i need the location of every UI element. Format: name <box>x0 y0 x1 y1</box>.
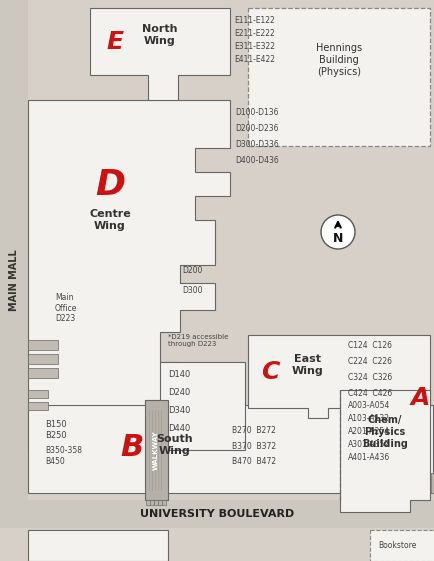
Text: D200: D200 <box>181 265 202 274</box>
Text: N: N <box>332 232 342 245</box>
Bar <box>0 0 28 561</box>
Bar <box>150 500 154 505</box>
Text: E311-E322: E311-E322 <box>233 42 274 50</box>
Text: D: D <box>95 168 125 202</box>
Text: D340: D340 <box>168 406 190 415</box>
Text: B270  B272: B270 B272 <box>231 425 275 435</box>
Text: UNIVERSITY BOULEVARD: UNIVERSITY BOULEVARD <box>140 509 293 519</box>
Text: D300-D336: D300-D336 <box>234 140 278 149</box>
Polygon shape <box>247 335 429 418</box>
Text: A201-A254: A201-A254 <box>347 426 389 435</box>
Bar <box>28 405 432 493</box>
Polygon shape <box>28 100 230 450</box>
Bar <box>28 340 58 350</box>
Bar <box>28 530 168 561</box>
Text: B370  B372: B370 B372 <box>231 442 276 450</box>
Text: Chem/
Physics
Building: Chem/ Physics Building <box>361 415 407 449</box>
Polygon shape <box>90 8 230 100</box>
Text: A: A <box>409 386 429 410</box>
Text: D440: D440 <box>168 424 190 433</box>
Text: *D219 accessible
through D223: *D219 accessible through D223 <box>168 333 228 347</box>
Text: C424  C426: C424 C426 <box>347 389 391 398</box>
Text: A401-A436: A401-A436 <box>347 453 389 462</box>
Text: East
Wing: East Wing <box>292 354 323 376</box>
Text: C: C <box>260 360 279 384</box>
Text: E111-E122: E111-E122 <box>233 16 274 25</box>
Text: D100-D136: D100-D136 <box>234 108 278 117</box>
Bar <box>0 528 434 561</box>
Text: C124  C126: C124 C126 <box>347 341 391 350</box>
Bar <box>0 500 434 528</box>
Bar <box>369 530 434 561</box>
Text: E411-E422: E411-E422 <box>233 54 274 63</box>
Bar <box>247 8 429 146</box>
Bar <box>426 473 429 493</box>
Bar <box>158 500 161 505</box>
Text: D400-D436: D400-D436 <box>234 155 278 164</box>
Bar <box>28 390 48 398</box>
Text: B350-358
B450: B350-358 B450 <box>45 447 82 466</box>
Bar <box>145 400 168 500</box>
Text: MAIN MALL: MAIN MALL <box>9 249 19 311</box>
Text: North
Wing: North Wing <box>142 24 178 46</box>
Text: B470  B472: B470 B472 <box>231 458 276 467</box>
Text: D240: D240 <box>168 388 190 397</box>
Bar <box>424 473 427 493</box>
Bar <box>160 362 244 450</box>
Polygon shape <box>339 390 429 512</box>
Text: C224  C226: C224 C226 <box>347 356 391 366</box>
Text: Centre
Wing: Centre Wing <box>89 209 131 231</box>
Text: E211-E222: E211-E222 <box>233 29 274 38</box>
Text: B: B <box>120 434 143 462</box>
Bar <box>28 0 434 500</box>
Bar <box>28 354 58 364</box>
Text: D140: D140 <box>168 370 190 379</box>
Text: D200-D236: D200-D236 <box>234 123 278 132</box>
Bar <box>28 368 58 378</box>
Text: Main
Office
D223: Main Office D223 <box>55 293 77 323</box>
Circle shape <box>320 215 354 249</box>
Text: B150
B250: B150 B250 <box>45 420 66 440</box>
Text: A003-A054: A003-A054 <box>347 401 389 410</box>
Text: Bookstore: Bookstore <box>377 541 415 550</box>
Bar <box>428 473 431 493</box>
Text: C324  C326: C324 C326 <box>347 373 391 381</box>
Bar <box>430 473 433 493</box>
Bar <box>161 500 166 505</box>
Bar <box>146 500 150 505</box>
Text: WALKWAY: WALKWAY <box>153 430 159 470</box>
Text: D300: D300 <box>181 286 202 295</box>
Bar <box>28 402 48 410</box>
Text: A103-A132: A103-A132 <box>347 413 389 422</box>
Text: South
Wing: South Wing <box>156 434 193 456</box>
Text: E: E <box>106 30 123 54</box>
Text: Hennings
Building
(Physics): Hennings Building (Physics) <box>315 43 361 77</box>
Bar <box>154 500 158 505</box>
Text: A301-A352: A301-A352 <box>347 439 389 448</box>
